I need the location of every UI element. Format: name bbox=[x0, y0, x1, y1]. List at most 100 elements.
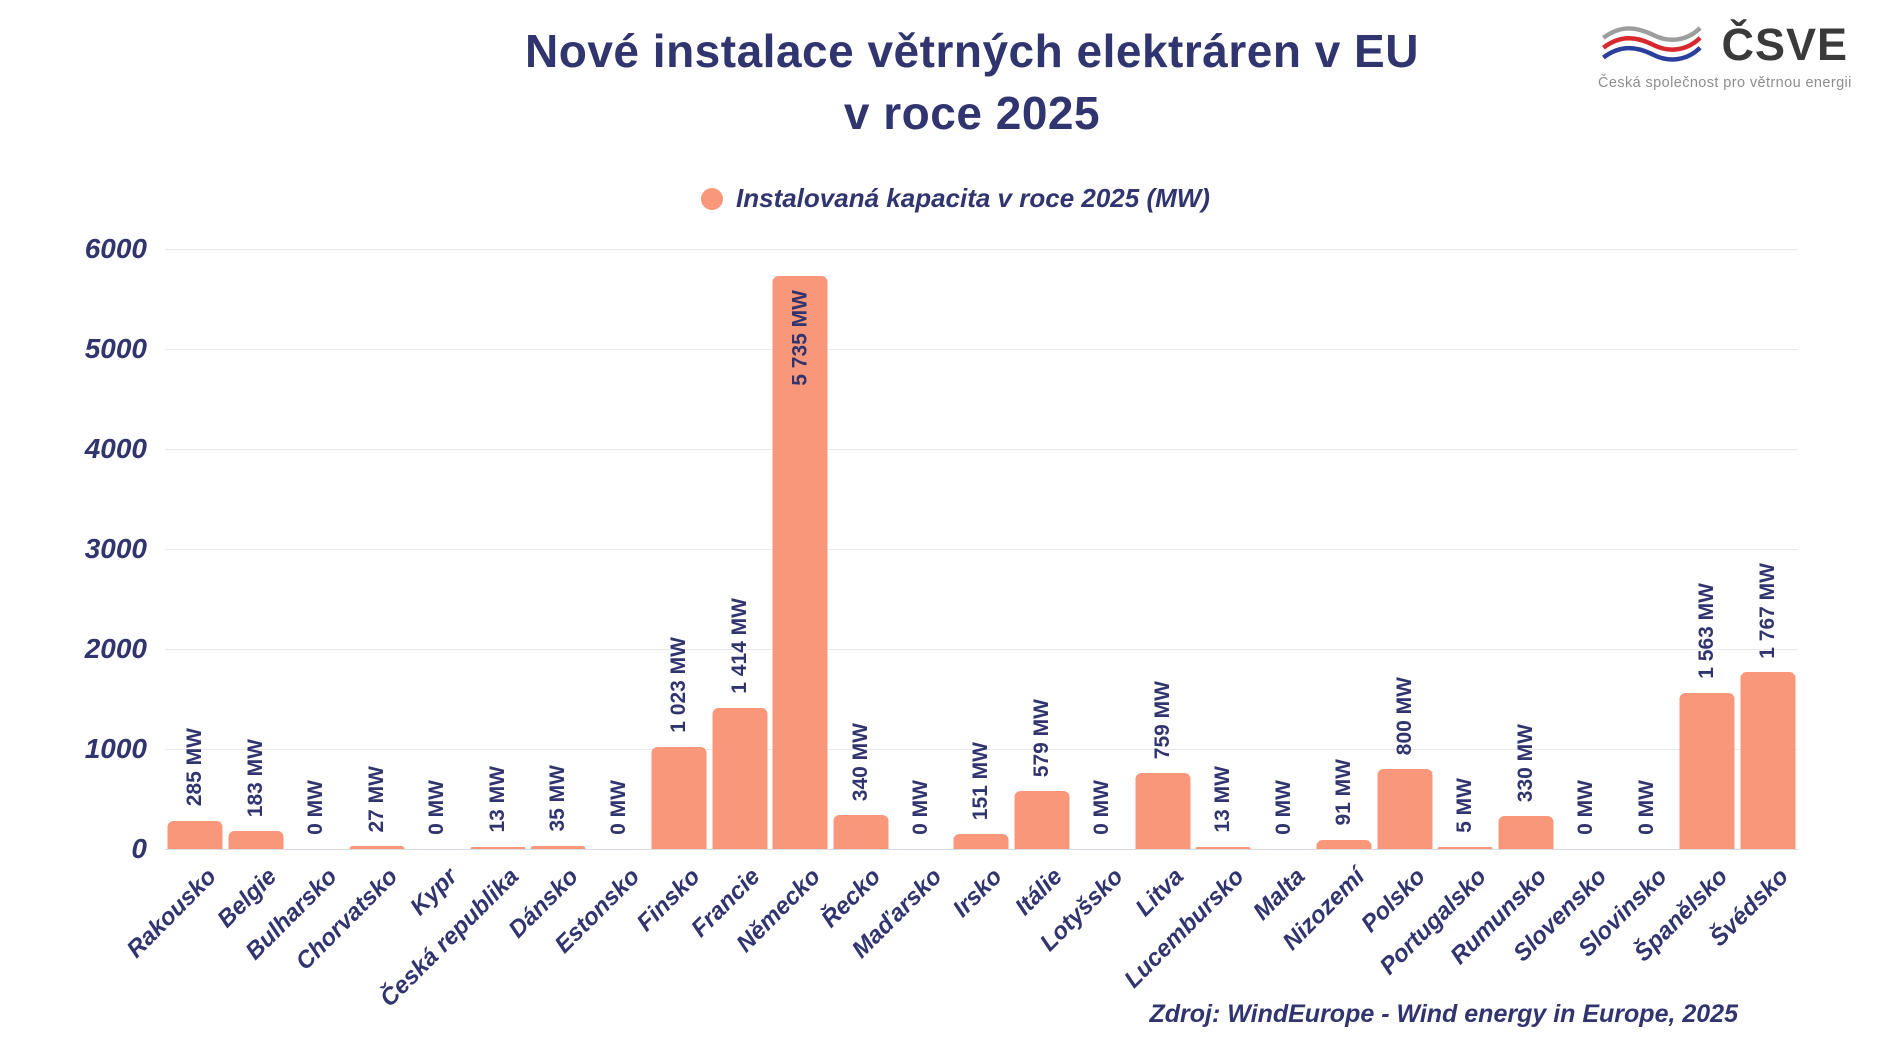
bar-slot-Malta: 0 MW Malta bbox=[1248, 249, 1314, 925]
bar-value-label: 0 MW bbox=[909, 780, 932, 835]
gridline-3000 bbox=[165, 548, 1798, 550]
source-note: Zdroj: WindEurope - Wind energy in Europ… bbox=[1149, 1000, 1739, 1028]
bar-value-label: 91 MW bbox=[1332, 759, 1356, 826]
bar-slot-Lucembursko: 13 MW Lucembursko bbox=[1119, 249, 1253, 993]
bar-value-label: 1 414 MW bbox=[727, 597, 751, 694]
y-tick-1000: 1000 bbox=[84, 733, 147, 764]
bar-Švédsko[interactable] bbox=[1740, 672, 1796, 849]
bar-slot-Řecko: 340 MW Řecko bbox=[817, 249, 890, 933]
bar-Polsko[interactable] bbox=[1377, 769, 1433, 849]
logo-name: ČSVE bbox=[1721, 19, 1848, 70]
gridline-5000 bbox=[165, 348, 1798, 350]
bar-value-label: 151 MW bbox=[969, 741, 993, 820]
bar-value-label: 13 MW bbox=[1211, 766, 1235, 833]
bar-value-label: 0 MW bbox=[304, 780, 328, 835]
chart-title-line2: v roce 2025 bbox=[843, 87, 1101, 139]
bar-slot-Litva: 759 MW Litva bbox=[1130, 249, 1193, 922]
bar-slot-Lotyšsko: 0 MW Lotyšsko bbox=[1035, 249, 1132, 956]
y-tick-2000: 2000 bbox=[84, 633, 147, 664]
bar-value-label: 0 MW bbox=[1090, 780, 1114, 835]
bar-slot-Bulharsko: 0 MW Bulharsko bbox=[240, 249, 346, 965]
bar-Dánsko[interactable] bbox=[530, 845, 586, 849]
y-tick-3000: 3000 bbox=[84, 533, 147, 564]
bar-slot-Dánsko: 35 MW Dánsko bbox=[504, 249, 588, 943]
bar-value-label: 0 MW bbox=[1574, 780, 1598, 835]
bar-value-label: 1 023 MW bbox=[667, 637, 691, 733]
bar-slot-Rumunsko: 330 MW Rumunsko bbox=[1445, 249, 1556, 970]
bar-slot-Španělsko: 1 563 MW Španělsko bbox=[1629, 249, 1737, 967]
bar-slot-Švédsko: 1 767 MW Švédsko bbox=[1705, 249, 1798, 952]
legend-label: Instalovaná kapacita v roce 2025 (MW) bbox=[736, 183, 1210, 213]
plot-area: 0 1000 2000 3000 4000 5000 6000 285 MW Rakousko 1… bbox=[85, 233, 1798, 1012]
bar-Irsko[interactable] bbox=[953, 833, 1009, 849]
bar-value-label: 0 MW bbox=[606, 780, 630, 835]
y-tick-5000: 5000 bbox=[84, 333, 147, 364]
bar-value-label: 759 MW bbox=[1150, 680, 1174, 760]
bar-value-label: 285 MW bbox=[183, 728, 207, 807]
bar-slot-Polsko: 800 MW Polsko bbox=[1356, 249, 1435, 938]
bar-Chorvatsko[interactable] bbox=[349, 846, 405, 849]
y-tick-0: 0 bbox=[131, 833, 147, 864]
x-axis-line bbox=[165, 849, 1798, 850]
bar-value-label: 27 MW bbox=[364, 765, 388, 833]
csve-logo: ČSVE Česká společnost pro větrnou energi… bbox=[1598, 18, 1852, 91]
x-axis-label-Irsko: Irsko bbox=[947, 863, 1008, 923]
bar-Řecko[interactable] bbox=[833, 815, 889, 849]
bar-Rakousko[interactable] bbox=[167, 820, 223, 849]
bar-value-label: 13 MW bbox=[485, 766, 509, 833]
gridline-2000 bbox=[165, 648, 1798, 650]
bar-slot-Maďarsko: 0 MW Maďarsko bbox=[847, 249, 951, 963]
bar-slot-Finsko: 1 023 MW Finsko bbox=[631, 249, 709, 937]
bar-slot-Německo: 5 735 MW Německo bbox=[732, 249, 830, 958]
bar-Německo[interactable]: 5 735 MW bbox=[772, 275, 828, 849]
bar-value-label: 1 563 MW bbox=[1695, 583, 1719, 679]
y-tick-6000: 6000 bbox=[84, 233, 147, 264]
bar-value-label: 579 MW bbox=[1029, 698, 1053, 778]
bar-Nizozemí[interactable] bbox=[1316, 839, 1372, 849]
bar-value-label: 1 767 MW bbox=[1755, 562, 1779, 659]
bar-value-label: 35 MW bbox=[546, 764, 570, 832]
bar-Česká republika[interactable] bbox=[470, 847, 526, 849]
bar-value-label: 340 MW bbox=[848, 722, 872, 801]
gridline-6000 bbox=[165, 248, 1798, 250]
legend[interactable]: Instalovaná kapacita v roce 2025 (MW) bbox=[701, 183, 1210, 214]
bar-Francie[interactable] bbox=[712, 707, 768, 849]
bar-value-label: 0 MW bbox=[1634, 780, 1658, 835]
bar-value-label: 0 MW bbox=[1271, 780, 1295, 835]
bar-Portugalsko[interactable] bbox=[1437, 847, 1493, 849]
bar-value-label: 800 MW bbox=[1392, 676, 1416, 755]
bar-slot-Slovinsko: 0 MW Slovinsko bbox=[1574, 249, 1677, 962]
bar-slot-Portugalsko: 5 MW Portugalsko bbox=[1374, 249, 1495, 980]
bar-value-label: 183 MW bbox=[243, 738, 267, 817]
bar-slot-Kypr: 0 MW Kypr bbox=[405, 249, 467, 921]
bar-value-label: 330 MW bbox=[1513, 723, 1537, 802]
bar-slot-Česká republika: 13 MW Česká republika bbox=[374, 249, 527, 1012]
bar-Belgie[interactable] bbox=[228, 830, 284, 849]
bar-slot-Slovensko: 0 MW Slovensko bbox=[1508, 249, 1616, 967]
logo-caption: Česká společnost pro větrnou energii bbox=[1598, 75, 1852, 91]
bar-value-label: 0 MW bbox=[425, 780, 449, 835]
bar-Španělsko[interactable] bbox=[1679, 692, 1735, 849]
gridline-1000 bbox=[165, 748, 1798, 750]
bar-Finsko[interactable] bbox=[651, 746, 707, 849]
bar-slot-Belgie: 183 MW Belgie bbox=[212, 249, 285, 933]
x-axis-label-Rakousko: Rakousko bbox=[121, 863, 222, 964]
bar-slot-Irsko: 151 MW Irsko bbox=[948, 249, 1011, 923]
bar-Litva[interactable] bbox=[1135, 773, 1191, 849]
bar-slot-Chorvatsko: 27 MW Chorvatsko bbox=[290, 249, 406, 975]
bar-Lucembursko[interactable] bbox=[1195, 847, 1251, 849]
logo-waves-icon bbox=[1602, 26, 1702, 62]
bar-slot-Itálie: 579 MW Itálie bbox=[1010, 249, 1072, 921]
chart-title: Nové instalace větrných elektráren v EU … bbox=[525, 20, 1419, 144]
bar-slot-Francie: 1 414 MW Francie bbox=[686, 249, 769, 942]
bar-slot-Estonsko: 0 MW Estonsko bbox=[549, 249, 648, 958]
bar-Itálie[interactable] bbox=[1014, 791, 1070, 849]
y-tick-4000: 4000 bbox=[84, 433, 147, 464]
chart-title-line1: Nové instalace větrných elektráren v EU bbox=[525, 25, 1419, 77]
legend-marker-icon bbox=[701, 187, 723, 210]
bar-value-label: 5 735 MW bbox=[788, 289, 812, 386]
bar-slot-Rakousko: 285 MW Rakousko bbox=[121, 249, 225, 963]
bar-Rumunsko[interactable] bbox=[1498, 816, 1554, 849]
bar-value-label: 5 MW bbox=[1453, 778, 1477, 833]
